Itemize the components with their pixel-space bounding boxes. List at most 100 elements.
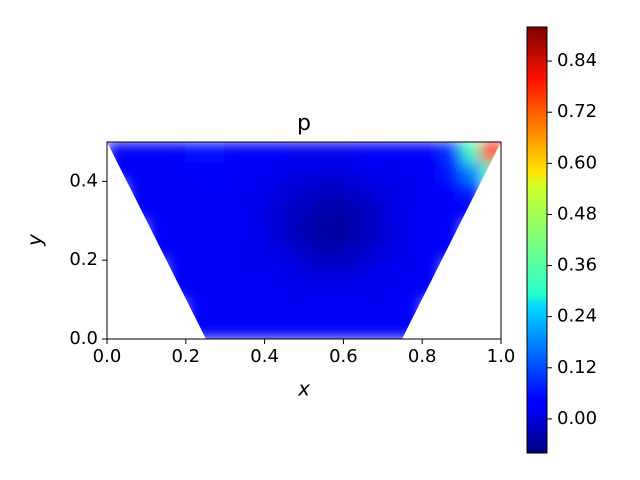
field-cell — [323, 318, 344, 339]
field-cell — [185, 180, 206, 202]
field-cell — [362, 180, 384, 202]
field-cell — [107, 161, 128, 182]
field-cell — [283, 318, 305, 339]
field-cell — [402, 142, 423, 163]
field-cell — [165, 279, 187, 301]
field-cell — [402, 200, 423, 222]
field-cell — [480, 161, 501, 182]
field-cell — [382, 240, 403, 261]
field-cell — [303, 200, 325, 222]
field-cell — [461, 161, 482, 182]
field-cell — [145, 240, 167, 261]
colorbar-tick-label: 0.24 — [557, 306, 597, 327]
field-cell — [264, 259, 285, 281]
field-cell — [224, 180, 246, 202]
field-cell — [264, 299, 285, 320]
x-tick-label: 0.0 — [93, 346, 122, 367]
field-cell — [264, 200, 285, 222]
x-tick-label: 0.6 — [329, 346, 358, 367]
field-cell — [323, 180, 344, 202]
field-cell — [303, 142, 325, 163]
field-cell — [342, 161, 364, 182]
field-cell — [205, 279, 226, 301]
field-cell — [264, 220, 285, 241]
field-cell — [362, 259, 384, 281]
field-cell — [461, 180, 482, 202]
field-cell — [264, 180, 285, 202]
field-cell — [461, 142, 482, 163]
field-cell — [224, 200, 246, 222]
field-cell — [323, 142, 344, 163]
field-cell — [342, 180, 364, 202]
chart-title: p — [297, 111, 311, 136]
field-cell — [283, 161, 305, 182]
field-cell — [224, 279, 246, 301]
field-cell — [323, 220, 344, 241]
x-tick-label: 0.4 — [250, 346, 279, 367]
colorbar — [526, 26, 548, 454]
field-cell — [145, 220, 167, 241]
field-cell — [382, 299, 403, 320]
field-cell — [323, 299, 344, 320]
field-cell — [244, 259, 266, 281]
field-cell — [421, 180, 443, 202]
field-cell — [382, 318, 403, 339]
field-cell — [244, 299, 266, 320]
field-cell — [480, 142, 501, 163]
y-tick-label: 0.2 — [69, 249, 98, 270]
axes-frame — [106, 141, 502, 340]
field-cell — [126, 200, 147, 222]
field-cell — [264, 161, 285, 182]
field-cell — [224, 240, 246, 261]
field-cell — [441, 180, 463, 202]
field-cell — [382, 220, 403, 241]
field-cell — [402, 299, 423, 320]
field-cell — [126, 180, 147, 202]
colorbar-tick-label: 0.84 — [557, 50, 597, 71]
field-cell — [342, 220, 364, 241]
y-tick-label: 0.0 — [69, 328, 98, 349]
field-cell — [382, 200, 403, 222]
field-cell — [402, 259, 423, 281]
colorbar-tick-label: 0.00 — [557, 408, 597, 429]
field-cell — [185, 259, 206, 281]
field-cell — [244, 180, 266, 202]
field-cell — [224, 220, 246, 241]
field-cell — [441, 142, 463, 163]
y-axis-label: y — [23, 233, 47, 247]
field-cell — [362, 142, 384, 163]
x-tick-label: 0.2 — [171, 346, 200, 367]
field-cell — [185, 161, 206, 182]
field-cell — [185, 200, 206, 222]
field-cell — [205, 161, 226, 182]
field-cell — [421, 161, 443, 182]
field-cell — [362, 161, 384, 182]
field-cell — [342, 240, 364, 261]
field-cell — [421, 259, 443, 281]
field-cell — [402, 180, 423, 202]
field-cell — [362, 318, 384, 339]
field-cell — [165, 180, 187, 202]
field-cell — [244, 161, 266, 182]
field-cell — [441, 240, 463, 261]
field-cell — [205, 240, 226, 261]
field — [107, 142, 501, 339]
field-cell — [165, 240, 187, 261]
field-cell — [165, 200, 187, 222]
field-cell — [283, 279, 305, 301]
field-cell — [323, 240, 344, 261]
field-cell — [126, 142, 147, 163]
field-cell — [283, 240, 305, 261]
field-cell — [185, 142, 206, 163]
field-cell — [303, 220, 325, 241]
field-cell — [224, 161, 246, 182]
field-cell — [303, 299, 325, 320]
field-cell — [303, 279, 325, 301]
field-cell — [224, 259, 246, 281]
field-cell — [264, 279, 285, 301]
field-cell — [402, 318, 423, 339]
field-cell — [402, 279, 423, 301]
field-cell — [303, 259, 325, 281]
field-cell — [342, 200, 364, 222]
